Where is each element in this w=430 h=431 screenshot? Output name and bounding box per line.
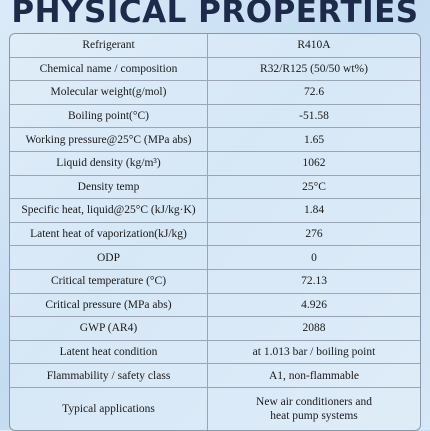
property-name: ODP [10, 246, 208, 270]
table-row: Density temp 25°C [10, 175, 420, 200]
table-row: ODP 0 [10, 246, 420, 270]
property-value: R32/R125 (50/50 wt%) [208, 58, 420, 82]
property-value: 25°C [208, 176, 420, 200]
property-name: Boiling point(°C) [10, 104, 208, 129]
property-value: A1, non-flammable [208, 364, 420, 388]
property-name: Chemical name / composition [10, 57, 208, 82]
property-name: Latent heat condition [10, 340, 208, 365]
table-row: Latent heat condition at 1.013 bar / boil… [10, 340, 420, 365]
table-row: Critical temperature (°C) 72.13 [10, 269, 420, 294]
property-value: 276 [208, 223, 420, 247]
property-value: 4.926 [208, 294, 420, 318]
property-name: Density temp [10, 175, 208, 200]
property-name: Working pressure@25°C (MPa abs) [10, 128, 208, 152]
property-name: GWP (AR4) [10, 317, 208, 341]
property-value: 72.6 [208, 81, 420, 105]
table-row: Latent heat of vaporization(kJ/kg) 276 [10, 222, 420, 247]
table-row: GWP (AR4) 2088 [10, 317, 420, 341]
property-value: New air conditioners and heat pump syste… [256, 395, 372, 422]
table-row: Molecular weight(g/mol) 72.6 [10, 81, 420, 105]
property-name: Critical temperature (°C) [10, 269, 208, 294]
property-value: 1.84 [208, 199, 420, 223]
property-value: 1062 [208, 152, 420, 176]
property-value: -51.58 [208, 105, 420, 129]
property-value: R410A [208, 34, 420, 58]
table-row: Boiling point(°C) -51.58 [10, 104, 420, 129]
properties-table: Refrigerant R410A Chemical name / composit… [9, 33, 421, 431]
table-row: Flammability / safety class A1, non-flamm… [10, 364, 420, 388]
table-row: Refrigerant R410A [10, 34, 420, 58]
property-name: Molecular weight(g/mol) [10, 81, 208, 105]
property-value: 0 [208, 246, 420, 270]
property-name: Latent heat of vaporization(kJ/kg) [10, 222, 208, 247]
property-name: Refrigerant [10, 34, 208, 58]
title: PHYSICAL PROPERTIES [11, 0, 419, 30]
property-name: Flammability / safety class [10, 364, 208, 388]
table-row: Typical applications New air conditioners… [10, 387, 420, 430]
table-row: Chemical name / composition R32/R125 (50/… [10, 57, 420, 82]
table-row: Working pressure@25°C (MPa abs) 1.65 [10, 128, 420, 152]
property-value: at 1.013 bar / boiling point [208, 341, 420, 365]
table-row: Critical pressure (MPa abs) 4.926 [10, 293, 420, 318]
property-name: Specific heat, liquid@25°C (kJ/kg·K) [10, 199, 208, 223]
table-row: Specific heat, liquid@25°C (kJ/kg·K) 1.84 [10, 199, 420, 223]
table-row: Liquid density (kg/m³) 1062 [10, 151, 420, 176]
property-name: Typical applications [10, 387, 208, 430]
property-value: 72.13 [208, 270, 420, 294]
property-value: 1.65 [208, 128, 420, 152]
property-value: 2088 [208, 317, 420, 341]
property-name: Liquid density (kg/m³) [10, 151, 208, 176]
property-name: Critical pressure (MPa abs) [10, 293, 208, 318]
